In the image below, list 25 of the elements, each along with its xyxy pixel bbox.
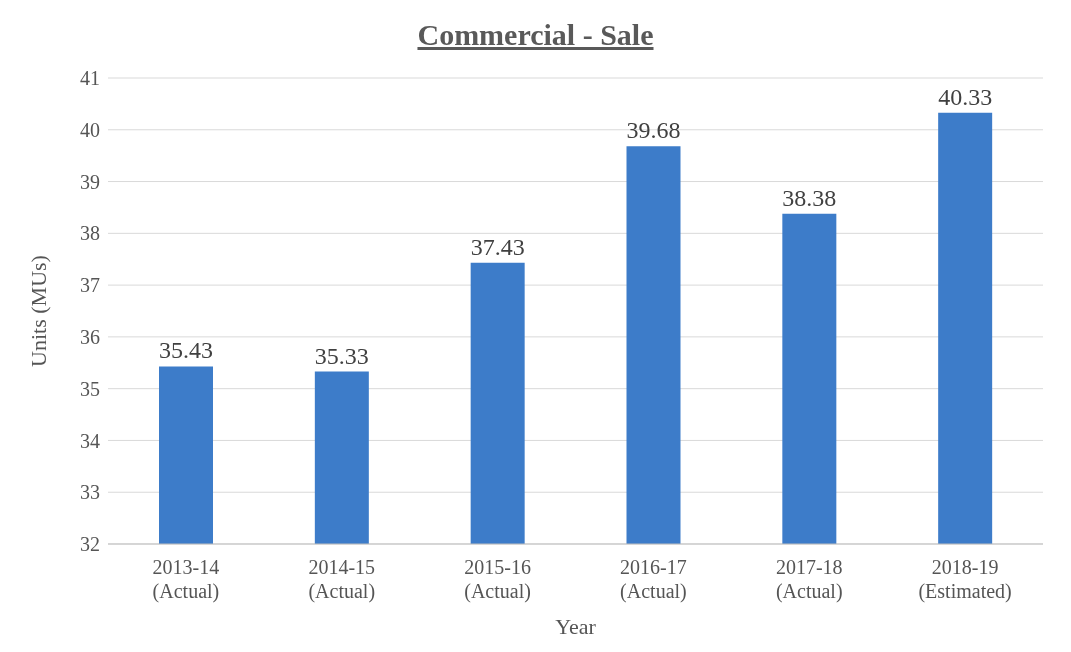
y-tick-label: 33 (80, 481, 100, 504)
x-tick-label: 2016-17 (Actual) (620, 556, 687, 603)
x-tick-label: 2014-15 (Actual) (308, 556, 376, 603)
data-label: 37.43 (470, 233, 525, 260)
x-tick-label: 2017-18 (Actual) (775, 556, 843, 603)
y-axis-title: Units (MUs) (25, 255, 51, 367)
y-tick-label: 35 (80, 377, 100, 400)
chart-title: Commercial - Sale (416, 18, 655, 52)
y-tick-label: 39 (80, 170, 100, 193)
x-tick-label: 2015-16 (Actual) (464, 556, 531, 603)
x-axis-title: Year (555, 614, 597, 639)
y-tick-label: 41 (80, 67, 100, 90)
data-label: 35.33 (314, 342, 369, 369)
data-label: 40.33 (938, 83, 993, 110)
x-tick-label: 2018-19 (Estimated) (918, 556, 1012, 603)
data-label: 38.38 (782, 184, 837, 211)
y-tick-label: 34 (80, 429, 100, 452)
y-tick-label: 37 (80, 274, 100, 297)
y-tick-label: 32 (80, 533, 100, 556)
data-label: 35.43 (159, 337, 213, 364)
x-tick-label: 2013-14 (Actual) (152, 556, 220, 603)
y-tick-label: 36 (80, 325, 100, 348)
y-tick-label: 40 (80, 118, 100, 141)
y-tick-label: 38 (80, 222, 100, 245)
data-label: 39.68 (626, 117, 681, 144)
